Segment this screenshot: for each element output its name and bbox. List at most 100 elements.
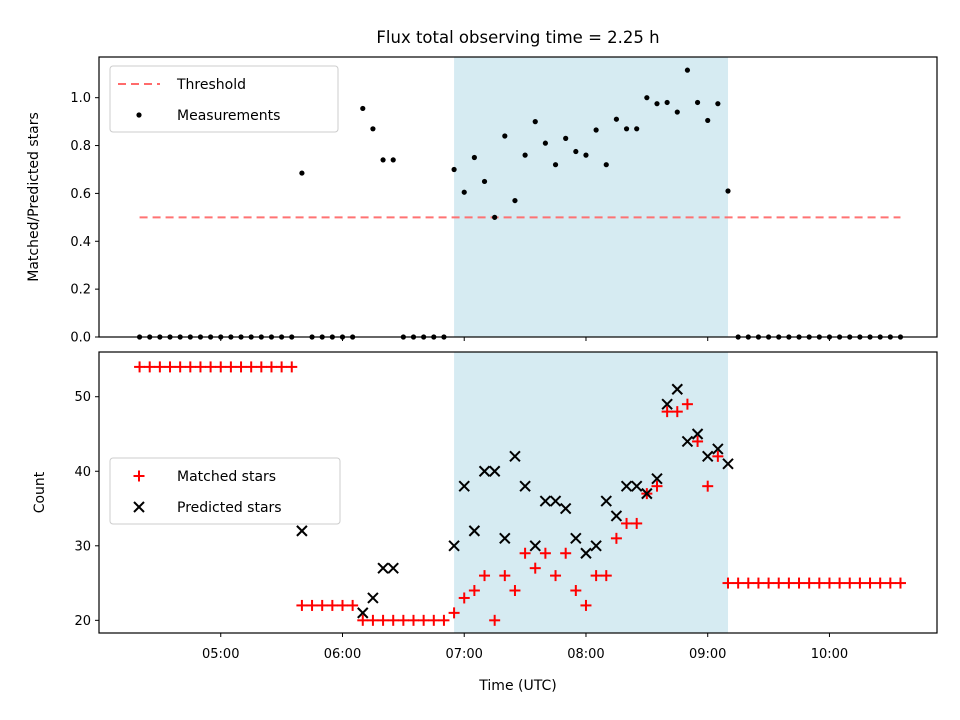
predicted-star-point xyxy=(367,592,379,604)
matched-star-point xyxy=(225,361,237,373)
matched-star-point xyxy=(610,532,622,544)
matched-star-point xyxy=(793,577,805,589)
bottom-axes-frame xyxy=(98,351,938,634)
matched-star-point xyxy=(773,577,785,589)
predicted-legend-label: Predicted stars xyxy=(177,500,282,516)
top-legend-box xyxy=(109,65,339,133)
matched-star-point xyxy=(428,614,440,626)
legend-plus-marker xyxy=(133,470,145,482)
predicted-legend-swatch xyxy=(133,501,145,513)
measurement-point xyxy=(390,157,396,163)
matched-star-point xyxy=(519,547,531,559)
predicted-star-point xyxy=(499,532,511,545)
bottom-y-axis-label: Count xyxy=(32,471,48,513)
predicted-star-point xyxy=(590,540,602,552)
y-tick-label: 50 xyxy=(74,390,91,405)
predicted-star-point xyxy=(488,465,501,477)
matched-star-point xyxy=(854,577,866,589)
matched-star-point xyxy=(326,599,338,611)
top-axes-frame xyxy=(98,56,938,338)
y-tick-label: 0.8 xyxy=(70,139,91,154)
y-tick-label: 0.6 xyxy=(70,187,91,202)
measurement-point xyxy=(644,95,650,101)
matched-stars-points xyxy=(134,361,906,626)
matched-star-point xyxy=(245,361,257,373)
matched-star-point xyxy=(681,398,693,410)
matched-star-point xyxy=(367,614,379,626)
y-tick-label: 30 xyxy=(74,539,91,554)
matched-star-point xyxy=(397,614,409,626)
matched-star-point xyxy=(347,599,359,611)
matched-star-point xyxy=(874,577,886,589)
matched-star-point xyxy=(560,547,572,559)
matched-star-point xyxy=(590,570,602,582)
measurements-legend-swatch xyxy=(136,112,142,118)
matched-star-point xyxy=(194,361,206,373)
matched-star-point xyxy=(499,570,511,582)
matched-star-point xyxy=(134,361,146,373)
predicted-star-point xyxy=(651,473,663,485)
matched-star-point xyxy=(316,599,328,611)
measurement-point xyxy=(370,126,376,132)
y-tick-label: 20 xyxy=(74,614,91,629)
matched-star-point xyxy=(570,585,582,597)
matched-star-point xyxy=(164,361,176,373)
matched-star-point xyxy=(408,614,420,626)
predicted-star-point xyxy=(448,540,460,552)
predicted-star-point xyxy=(478,465,491,477)
predicted-star-point xyxy=(630,480,643,492)
top-y-axis-label: Matched/Predicted stars xyxy=(26,112,42,282)
matched-star-point xyxy=(418,614,430,626)
matched-star-point xyxy=(894,577,906,589)
bottom-x-ticks: 05:00 06:00 07:00 08:00 09:00 10:00 xyxy=(202,633,848,662)
matched-star-point xyxy=(509,585,521,597)
matched-star-point xyxy=(661,406,673,418)
bottom-observing-span xyxy=(454,352,729,633)
measurements-legend-label: Measurements xyxy=(177,108,280,124)
legend-x-marker xyxy=(133,501,145,513)
matched-star-point xyxy=(702,480,714,492)
matched-star-point xyxy=(834,577,846,589)
matched-star-point xyxy=(174,361,186,373)
measurement-point xyxy=(634,126,640,132)
matched-star-point xyxy=(286,361,298,373)
predicted-star-point xyxy=(387,562,399,574)
y-tick-label: 40 xyxy=(74,465,91,480)
matched-star-point xyxy=(215,361,227,373)
x-tick-label: 05:00 xyxy=(202,647,239,662)
predicted-star-point xyxy=(559,502,572,515)
x-axis-label: Time (UTC) xyxy=(478,678,556,694)
top-y-ticks: 0.0 0.2 0.4 0.6 0.8 1.0 xyxy=(70,91,99,346)
predicted-star-point xyxy=(671,383,683,395)
matched-star-point xyxy=(692,435,704,447)
matched-star-point xyxy=(479,570,491,582)
matched-star-point xyxy=(712,450,724,462)
predicted-star-point xyxy=(296,525,308,537)
measurement-point xyxy=(481,178,488,185)
bottom-legend-box xyxy=(109,457,341,525)
measurement-point xyxy=(299,170,305,176)
measurement-point xyxy=(360,105,366,112)
measurement-point xyxy=(654,101,660,107)
matched-star-point xyxy=(265,361,277,373)
x-tick-label: 07:00 xyxy=(445,647,482,662)
matched-star-point xyxy=(377,614,389,626)
predicted-star-point xyxy=(691,428,704,440)
predicted-star-point xyxy=(519,480,531,492)
matched-legend-label: Matched stars xyxy=(177,469,276,485)
x-tick-label: 09:00 xyxy=(689,647,726,662)
matched-star-point xyxy=(387,614,399,626)
measurement-points xyxy=(136,67,904,340)
matched-star-point xyxy=(296,599,308,611)
measurement-point xyxy=(694,99,701,106)
measurement-point xyxy=(715,101,721,107)
matched-star-point xyxy=(235,361,247,373)
measurement-point xyxy=(725,188,731,194)
predicted-star-point xyxy=(681,435,694,448)
predicted-star-point xyxy=(722,458,734,470)
measurement-point xyxy=(461,189,467,195)
predicted-star-point xyxy=(702,450,714,463)
matched-star-point xyxy=(844,577,856,589)
y-tick-label: 1.0 xyxy=(70,91,91,106)
